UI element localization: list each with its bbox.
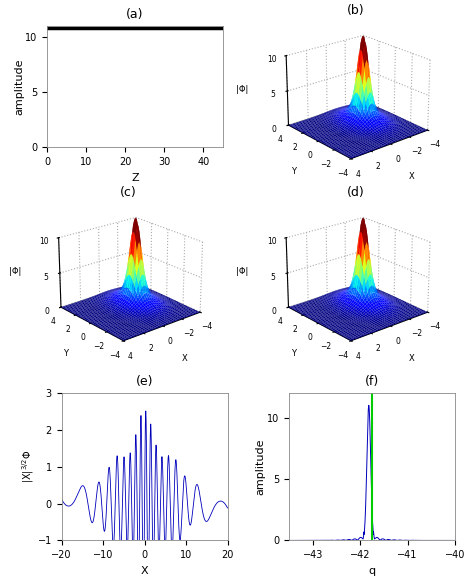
Y-axis label: Y: Y [291,167,296,176]
X-axis label: X: X [141,566,148,576]
X-axis label: q: q [368,566,376,576]
X-axis label: X: X [182,354,187,363]
Title: (b): (b) [346,5,365,17]
X-axis label: Z: Z [131,173,139,183]
Y-axis label: amplitude: amplitude [14,58,24,115]
X-axis label: X: X [409,354,415,363]
Title: (a): (a) [127,8,144,21]
Y-axis label: |X|$^{3/2}\Phi$: |X|$^{3/2}\Phi$ [20,450,36,483]
Title: (c): (c) [119,187,137,199]
X-axis label: X: X [409,172,415,181]
Title: (e): (e) [136,375,153,388]
Y-axis label: amplitude: amplitude [256,439,266,495]
Y-axis label: Y: Y [64,349,69,358]
Title: (d): (d) [346,187,365,199]
Title: (f): (f) [365,375,379,388]
Y-axis label: Y: Y [291,349,296,358]
